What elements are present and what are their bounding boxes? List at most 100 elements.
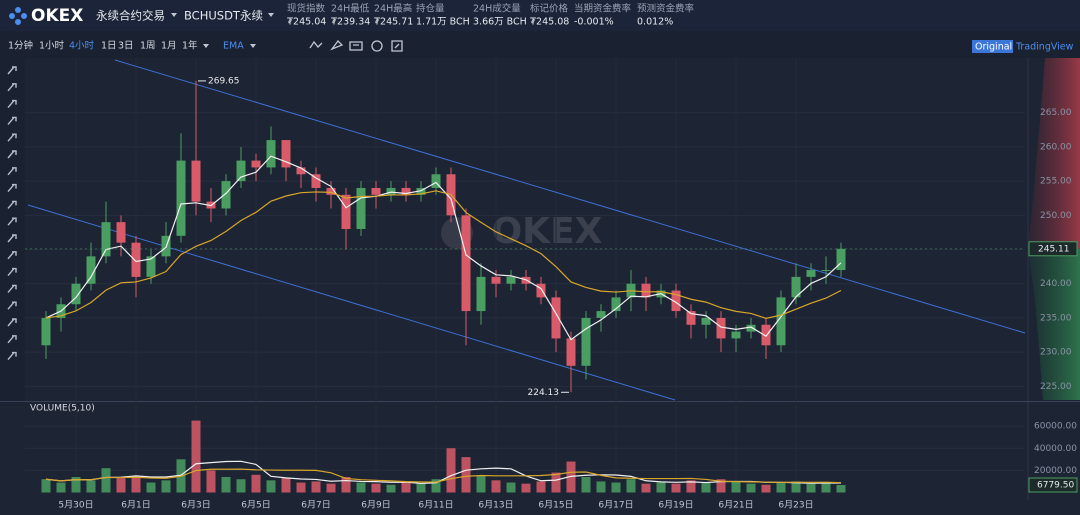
x-tick-label: 6月23日 [778, 500, 813, 511]
tool-icon[interactable] [7, 234, 17, 243]
view-button[interactable]: TradingView [1015, 42, 1074, 53]
tool-icon[interactable] [7, 150, 17, 159]
candle-body [191, 160, 201, 202]
toolbar-icon[interactable] [349, 41, 363, 51]
stat-value: ₮245.04 [287, 17, 326, 28]
tool-column [0, 58, 25, 403]
toolbar-icon[interactable] [330, 40, 344, 51]
tool-icon[interactable] [7, 251, 17, 260]
dropdown-arrow [268, 13, 274, 17]
candle-body [416, 187, 426, 195]
candle-body [581, 317, 591, 366]
candle-body [836, 248, 846, 271]
tool-icon[interactable] [7, 116, 17, 125]
tool-icon[interactable] [7, 83, 17, 92]
stat-label: 24H最高 [374, 3, 412, 15]
interval-button[interactable]: 1日 [101, 41, 117, 52]
candle-body [221, 181, 231, 209]
interval-button[interactable]: 1月 [161, 41, 177, 52]
volume-bar [461, 457, 471, 493]
toolbar-icon[interactable] [391, 40, 403, 52]
candle-body [176, 160, 186, 236]
tool-icon[interactable] [7, 133, 17, 142]
candle-body [536, 283, 546, 298]
volume-bar [206, 470, 216, 493]
interval-button[interactable]: 1分钟 [8, 40, 33, 52]
x-tick-label: 5月30日 [58, 500, 93, 511]
candle-body [491, 276, 501, 284]
volume-bar [806, 483, 816, 493]
depth-ask [1028, 58, 1080, 249]
candle-body [821, 270, 831, 272]
volume-bar [251, 474, 261, 493]
volume-bar [536, 481, 546, 493]
logo[interactable]: OKEX [31, 6, 83, 26]
candle-body [281, 140, 291, 168]
candle-body [326, 187, 336, 195]
toolbar-icon[interactable] [371, 40, 383, 52]
tool-icon[interactable] [7, 99, 17, 109]
candle-body [86, 256, 96, 284]
volume-bar [761, 484, 771, 493]
interval-button[interactable]: 4小时 [69, 40, 95, 52]
tool-icon[interactable] [7, 267, 17, 277]
chart: OKEX225.00230.00235.00240.00245.00250.00… [0, 58, 1080, 511]
candle-body [236, 160, 246, 182]
last-volume-label: 6779.50 [1037, 481, 1074, 491]
volume-bar [476, 475, 486, 493]
volume-bar [791, 481, 801, 493]
toolbar-icon[interactable] [309, 40, 323, 49]
contract-menu[interactable]: BCHUSDT永续 [184, 9, 263, 23]
tool-icon[interactable] [7, 183, 17, 193]
interval-button[interactable]: 3日 [118, 41, 134, 52]
candle-body [371, 187, 381, 195]
interval-button[interactable]: 1年 [182, 40, 198, 52]
product-menu[interactable]: 永续合约交易 [96, 9, 165, 23]
last-price-box [1028, 241, 1078, 257]
candle-body [506, 276, 516, 284]
ema-slow [45, 190, 842, 319]
tool-icon[interactable] [7, 284, 17, 293]
stat-value: -0.001% [574, 17, 614, 28]
tool-icon[interactable] [7, 318, 17, 327]
indicator-button[interactable]: EMA [223, 41, 244, 52]
volume-tick-label: 20000.00 [1034, 466, 1077, 476]
interval-button[interactable]: 1小时 [39, 40, 65, 52]
volume-bar [401, 482, 411, 493]
volume-bar [131, 475, 141, 493]
volume-bar [641, 483, 651, 493]
volume-bar [611, 482, 621, 493]
volume-bar [341, 477, 351, 493]
x-tick-label: 6月3日 [181, 500, 210, 511]
volume-bar [191, 420, 201, 493]
tool-icon[interactable] [7, 335, 17, 344]
tool-icon[interactable] [7, 167, 17, 176]
tool-icon[interactable] [7, 200, 17, 209]
volume-bar [746, 483, 756, 493]
volume-bar [281, 478, 291, 493]
x-tick-label: 6月17日 [598, 500, 633, 511]
volume-bar [311, 481, 321, 493]
view-button[interactable]: Original [975, 42, 1012, 53]
tool-icon[interactable] [7, 66, 17, 75]
volume-bar [446, 448, 456, 493]
volume-bar [71, 477, 81, 493]
tool-icon[interactable] [7, 217, 17, 226]
candle-body [116, 222, 126, 243]
tool-icon[interactable] [7, 351, 17, 361]
interval-button[interactable]: 1周 [140, 41, 156, 52]
dropdown-arrow [203, 44, 209, 48]
volume-bar [776, 482, 786, 493]
volume-bar [86, 480, 96, 493]
y-tick-label: 225.00 [1040, 382, 1072, 392]
x-tick-label: 6月21日 [718, 500, 753, 511]
candle-body [566, 338, 576, 366]
volume-bar [431, 479, 441, 493]
tool-icon[interactable] [7, 301, 17, 310]
volume-bar [221, 477, 231, 493]
candle-body [296, 167, 306, 175]
candle-body [431, 174, 441, 188]
candle-body [386, 187, 396, 195]
y-tick-label: 255.00 [1040, 177, 1072, 187]
